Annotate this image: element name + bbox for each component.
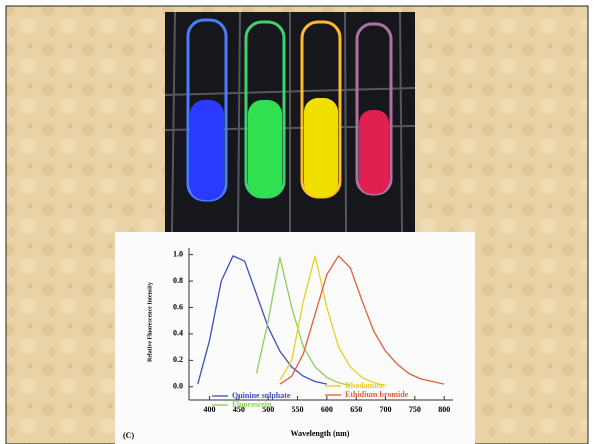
x-tick-label: 600	[321, 405, 333, 414]
y-tick-label: 0.6	[173, 302, 183, 311]
panel-label: (C)	[123, 431, 134, 440]
series-line	[279, 255, 445, 385]
x-tick-label: 400	[204, 405, 216, 414]
legend-label: Rhodamine	[345, 381, 385, 390]
legend-label: Ethidium bromide	[345, 390, 409, 399]
y-tick-label: 0.4	[173, 329, 183, 338]
y-tick-label: 1.0	[173, 249, 183, 258]
y-tick-label: 0.0	[173, 382, 183, 391]
x-tick-label: 750	[409, 405, 421, 414]
x-axis-label: Wavelength (nm)	[291, 429, 350, 438]
series-line	[197, 255, 328, 385]
legend-label: Quinine sulphate	[232, 391, 291, 400]
x-tick-label: 500	[262, 405, 274, 414]
x-tick-label: 800	[438, 405, 450, 414]
x-tick-label: 450	[233, 405, 245, 414]
series-line	[255, 256, 351, 387]
y-tick-label: 0.8	[173, 276, 183, 285]
y-tick-label: 0.2	[173, 355, 183, 364]
x-tick-label: 550	[292, 405, 304, 414]
chart-panel	[115, 232, 475, 444]
x-tick-label: 700	[380, 405, 392, 414]
series-line	[279, 255, 386, 387]
photo	[164, 11, 416, 233]
legend-label: Fluorescein	[232, 400, 272, 409]
y-axis-label: Relative Fluorescence Intensity	[147, 282, 153, 362]
x-tick-label: 650	[350, 405, 362, 414]
